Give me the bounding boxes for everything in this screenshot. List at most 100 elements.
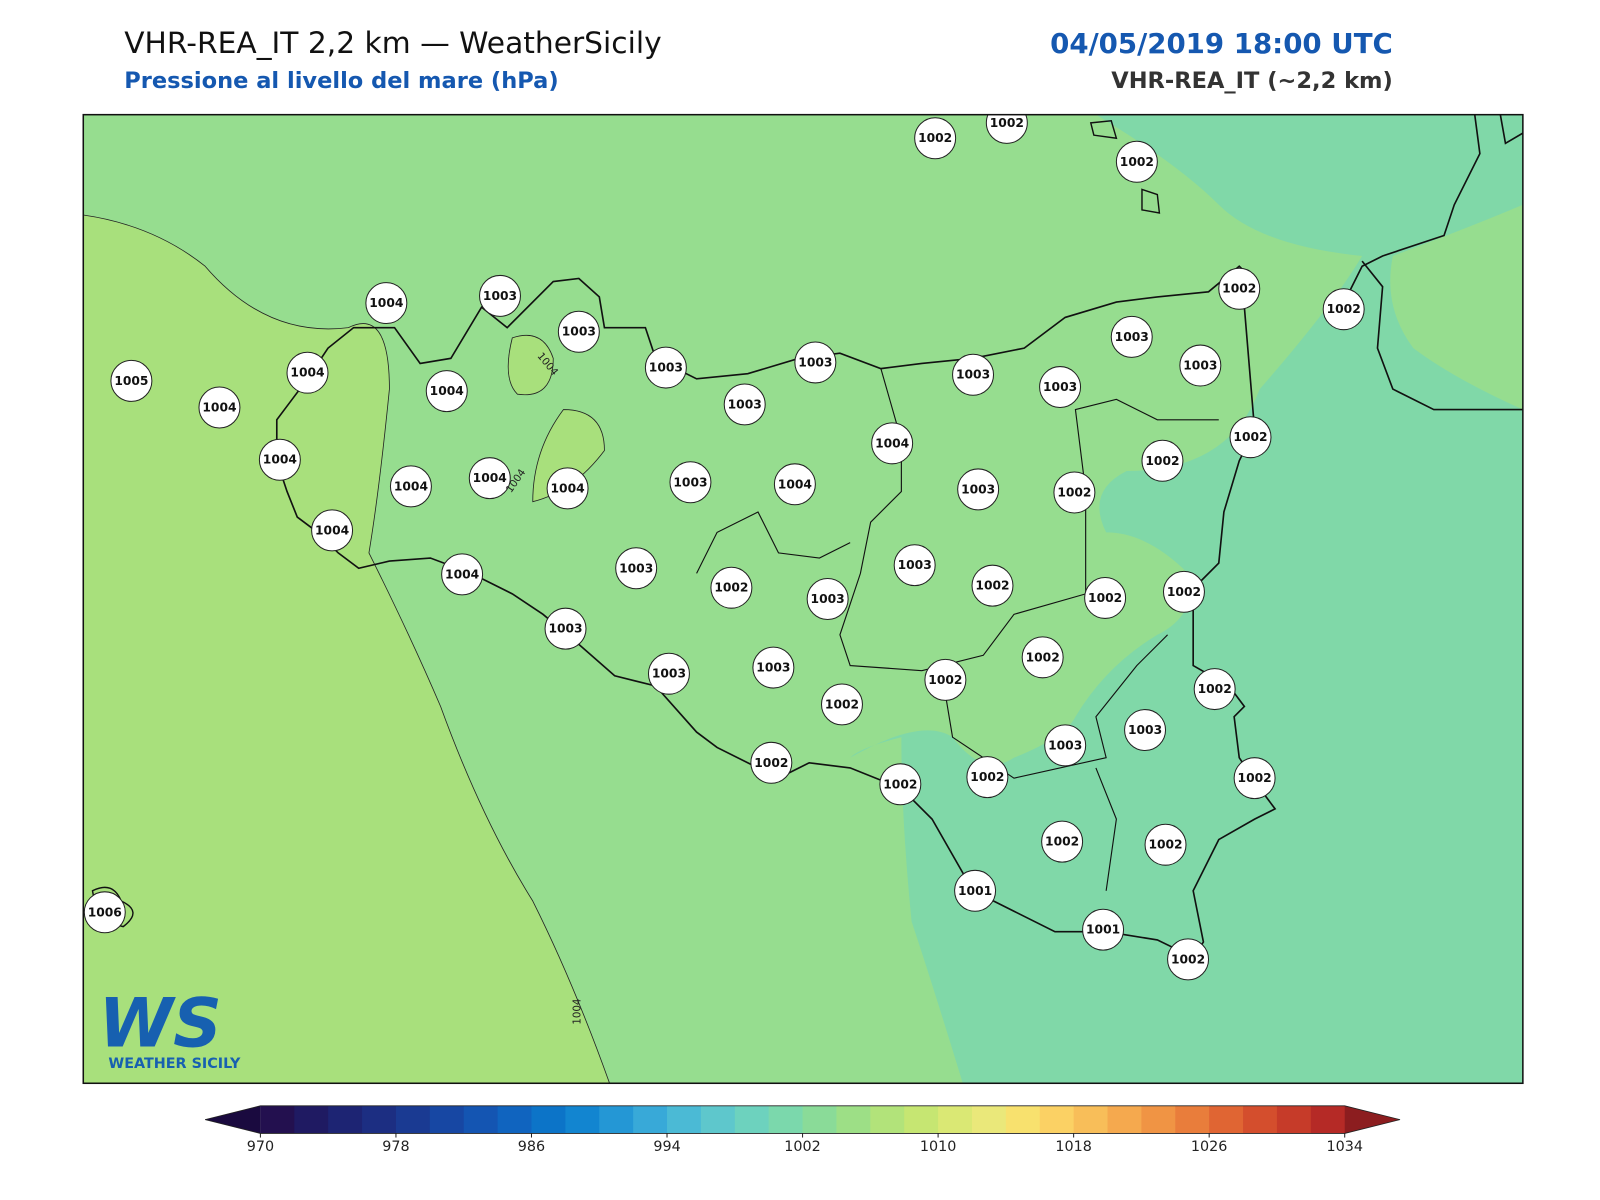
station-marker	[1144, 823, 1187, 866]
station-value: 1002	[1238, 771, 1272, 785]
station-marker	[957, 468, 1000, 511]
station-marker	[924, 658, 967, 701]
station-marker	[710, 566, 753, 609]
station-value: 1003	[673, 475, 707, 489]
station-value: 1004	[778, 477, 812, 491]
station-value: 1004	[473, 471, 507, 485]
station-value: 1001	[1086, 923, 1120, 937]
station-marker	[669, 461, 712, 504]
contour-label: 1004	[572, 999, 583, 1025]
colorbar-tick-label: 1034	[1326, 1139, 1362, 1155]
colorbar-swatch	[1175, 1105, 1210, 1134]
station-marker	[110, 359, 153, 402]
station-marker	[879, 763, 922, 806]
station-marker	[952, 353, 995, 396]
station-value: 1004	[315, 523, 349, 537]
station-value: 1002	[1057, 485, 1091, 499]
station-marker	[479, 274, 521, 317]
station-value: 1003	[483, 289, 517, 303]
colorbar-swatch	[1107, 1105, 1142, 1134]
colorbar-swatch	[1039, 1105, 1075, 1134]
station-marker	[914, 117, 957, 160]
station-marker	[389, 465, 432, 508]
station-value: 1002	[975, 579, 1009, 593]
station-marker	[1115, 140, 1158, 183]
station-value: 1003	[756, 661, 790, 675]
station-marker	[258, 438, 301, 481]
station-marker	[544, 607, 587, 650]
station-value: 1004	[202, 401, 236, 415]
colorbar-tick-label: 970	[247, 1139, 274, 1155]
station-value: 1003	[548, 622, 582, 636]
colorbar-swatch	[260, 1105, 295, 1134]
colorbar-swatch	[599, 1105, 634, 1134]
colorbar-tick-label: 1010	[920, 1139, 956, 1155]
station-value: 1004	[369, 296, 403, 310]
station-value: 1003	[1128, 723, 1162, 737]
station-value: 1003	[1183, 359, 1217, 373]
colorbar-swatch	[768, 1105, 804, 1134]
colorbar-swatch	[463, 1105, 499, 1134]
station-value: 1004	[394, 479, 428, 493]
station-marker	[441, 553, 484, 596]
station-value: 1004	[290, 366, 324, 380]
station-value: 1004	[430, 384, 464, 398]
station-marker	[286, 351, 329, 394]
station-marker	[1162, 570, 1205, 613]
station-marker	[750, 741, 793, 784]
station-value: 1003	[1043, 380, 1077, 394]
station-value: 1003	[652, 667, 686, 681]
colorbar-swatch	[633, 1105, 668, 1134]
colorbar-swatch	[1310, 1105, 1346, 1134]
station-marker	[557, 310, 600, 353]
station-value: 1002	[1327, 302, 1361, 316]
station-marker	[954, 869, 997, 912]
station-marker	[971, 564, 1014, 607]
colorbar-tick-label: 1026	[1191, 1139, 1227, 1155]
colorbar-swatch	[1005, 1105, 1041, 1134]
title: VHR-REA_IT 2,2 km — WeatherSicily	[124, 26, 661, 61]
station-marker	[1179, 344, 1222, 387]
colorbar-swatch	[328, 1105, 363, 1134]
colorbar-swatch	[1276, 1105, 1312, 1134]
colorbar-swatch	[565, 1105, 600, 1134]
station-value: 1002	[1148, 838, 1182, 852]
colorbar-swatch	[938, 1105, 973, 1134]
station-marker	[723, 383, 766, 426]
station-value: 1004	[445, 567, 479, 581]
map-frame	[82, 113, 1524, 1085]
station-value: 1004	[551, 481, 585, 495]
station-marker	[752, 646, 795, 689]
station-marker	[1229, 416, 1272, 459]
colorbar-swatch	[870, 1105, 905, 1134]
station-marker	[365, 282, 408, 325]
colorbar-swatch	[395, 1105, 431, 1134]
colorbar-tick-label: 978	[382, 1139, 409, 1155]
station-value: 1002	[825, 697, 859, 711]
pressure-zone	[850, 114, 1523, 1084]
station-marker	[1041, 820, 1084, 863]
station-marker	[425, 370, 468, 413]
colorbar-swatch	[836, 1105, 871, 1134]
station-value: 1003	[649, 361, 683, 375]
station-marker	[1021, 636, 1064, 679]
colorbar-swatch	[802, 1105, 837, 1134]
colorbar-swatch	[362, 1105, 397, 1134]
colorbar-swatch	[1073, 1105, 1109, 1134]
station-marker	[1141, 439, 1184, 482]
station-marker	[1110, 315, 1153, 358]
station-value: 1003	[619, 561, 653, 575]
station-value: 1001	[958, 884, 992, 898]
colorbar-extend	[205, 1105, 261, 1134]
station-marker	[644, 346, 687, 389]
station-marker	[1193, 668, 1236, 711]
datetime: 04/05/2019 18:00 UTC	[1050, 27, 1393, 60]
station-value: 1002	[970, 770, 1004, 784]
station-value: 1003	[961, 482, 995, 496]
colorbar-swatch	[667, 1105, 702, 1134]
station-marker	[1039, 366, 1082, 409]
station-marker	[985, 114, 1028, 144]
station-marker	[615, 547, 658, 590]
station-value: 1002	[1088, 591, 1122, 605]
